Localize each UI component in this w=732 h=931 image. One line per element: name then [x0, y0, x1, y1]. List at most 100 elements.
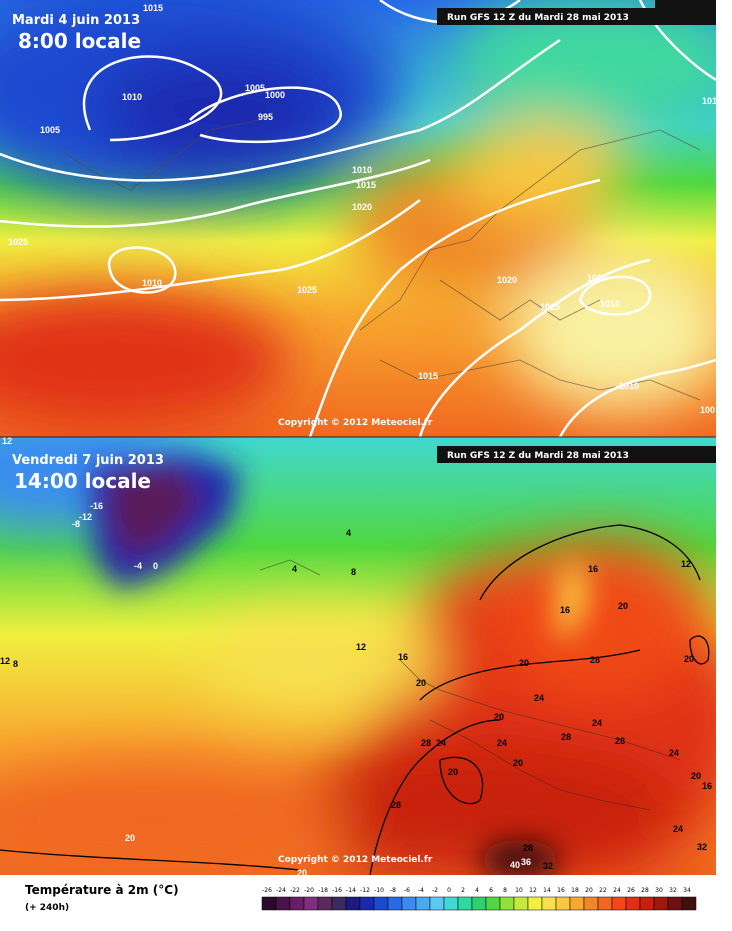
scale-tick: -4 — [418, 887, 424, 894]
scale-swatch — [639, 896, 655, 911]
scale-swatch — [471, 896, 487, 911]
scale-swatch — [583, 896, 599, 911]
temperature-label: 20 — [618, 601, 628, 611]
isobar-label: 1020 — [497, 275, 517, 285]
scale-tick: 28 — [641, 887, 649, 894]
temperature-label: 20 — [448, 767, 458, 777]
scale-swatch — [541, 896, 557, 911]
copyright: Copyright © 2012 Meteociel.fr — [278, 855, 433, 865]
scale-tick: 24 — [613, 887, 621, 894]
temperature-label: 20 — [513, 758, 523, 768]
run-info: Run GFS 12 Z du Mardi 28 mai 2013 — [447, 451, 629, 461]
temperature-label: 28 — [523, 843, 533, 853]
temperature-label: 24 — [673, 824, 683, 834]
scale-tick: 6 — [489, 887, 493, 894]
scale-tick: 14 — [543, 887, 551, 894]
temperature-label: 16 — [702, 781, 712, 791]
scale-swatch — [513, 896, 529, 911]
scale-tick: 18 — [571, 887, 579, 894]
scale-tick: 8 — [503, 887, 507, 894]
scale-swatch — [443, 896, 459, 911]
temperature-label: 8 — [13, 659, 18, 669]
temperature-label: 8 — [351, 567, 356, 577]
temperature-label: 12 — [356, 642, 366, 652]
temperature-label: 28 — [590, 655, 600, 665]
temperature-label: -4 — [134, 561, 142, 571]
temperature-label: 24 — [436, 738, 446, 748]
scale-tick: 0 — [447, 887, 451, 894]
scale-swatch — [653, 896, 669, 911]
temperature-label: 28 — [391, 800, 401, 810]
scale-swatch — [373, 896, 389, 911]
scale-swatch — [527, 896, 543, 911]
isobar-label: 1005 — [40, 125, 60, 135]
temperature-label: 20 — [691, 771, 701, 781]
scale-tick: -10 — [374, 887, 384, 894]
isobar-label: 1015 — [540, 302, 560, 312]
isobar-label: 1025 — [297, 285, 317, 295]
temperature-label: -12 — [79, 512, 92, 522]
scale-tick: -8 — [390, 887, 396, 894]
isobar-label: 1010 — [352, 165, 372, 175]
scale-swatch — [415, 896, 431, 911]
pressure-map: 1015101010051005100099510101015102010251… — [0, 0, 722, 437]
isobar-label: 1010 — [587, 273, 607, 283]
scale-swatch — [303, 896, 319, 911]
scale-swatch — [429, 896, 445, 911]
scale-tick: -2 — [432, 887, 438, 894]
scale-tick: 12 — [529, 887, 537, 894]
temperature-label: 40 — [510, 860, 520, 870]
temperature-label: 20 — [494, 712, 504, 722]
temperature-label: 20 — [684, 654, 694, 664]
temperature-label: 0 — [153, 561, 158, 571]
isobar-label: 1020 — [352, 202, 372, 212]
legend-title: Température à 2m (°C) — [25, 883, 179, 897]
scale-tick: 22 — [599, 887, 607, 894]
scale-tick: 26 — [627, 887, 635, 894]
isobar-label: 1025 — [8, 237, 28, 247]
isobar-label: 1010 — [619, 381, 639, 391]
scale-swatch — [359, 896, 375, 911]
scale-swatch — [555, 896, 571, 911]
temperature-label: 12 — [2, 436, 12, 446]
scale-tick: 10 — [515, 887, 523, 894]
isobar-label: 1000 — [265, 90, 285, 100]
scale-swatch — [345, 896, 361, 911]
isobar-label: 1010 — [702, 96, 722, 106]
scale-tick: 16 — [557, 887, 565, 894]
scale-swatch — [611, 896, 627, 911]
scale-tick: -18 — [318, 887, 328, 894]
temperature-label: 20 — [297, 868, 307, 878]
isobar-label: 1015 — [356, 180, 376, 190]
temperature-label: 4 — [292, 564, 297, 574]
temperature-label: 20 — [519, 658, 529, 668]
temperature-label: 36 — [521, 857, 531, 867]
temperature-label: 28 — [561, 732, 571, 742]
scale-tick: -26 — [262, 887, 272, 894]
isobar-label: 1010 — [600, 299, 620, 309]
isobar-label: 1015 — [418, 371, 438, 381]
scale-tick: 32 — [669, 887, 677, 894]
temperature-label: -8 — [72, 519, 80, 529]
temperature-label: 4 — [346, 528, 351, 538]
isobar-label: 100 — [700, 405, 715, 415]
temperature-label: 16 — [588, 564, 598, 574]
temperature-label: 28 — [615, 736, 625, 746]
temperature-label: 16 — [560, 605, 570, 615]
scale-swatch — [667, 896, 683, 911]
scale-swatch — [681, 896, 697, 911]
temperature-label: 20 — [416, 678, 426, 688]
temperature-label: 24 — [669, 748, 679, 758]
scale-swatch — [317, 896, 333, 911]
scale-tick: -24 — [276, 887, 286, 894]
temperature-label: 24 — [497, 738, 507, 748]
scale-swatch — [625, 896, 641, 911]
copyright: Copyright © 2012 Meteociel.fr — [278, 418, 433, 428]
scale-swatch — [597, 896, 613, 911]
temperature-label: -16 — [90, 501, 103, 511]
scale-swatch — [331, 896, 347, 911]
isobar-label: 1010 — [122, 92, 142, 102]
run-info: Run GFS 12 Z du Mardi 28 mai 2013 — [447, 13, 629, 23]
